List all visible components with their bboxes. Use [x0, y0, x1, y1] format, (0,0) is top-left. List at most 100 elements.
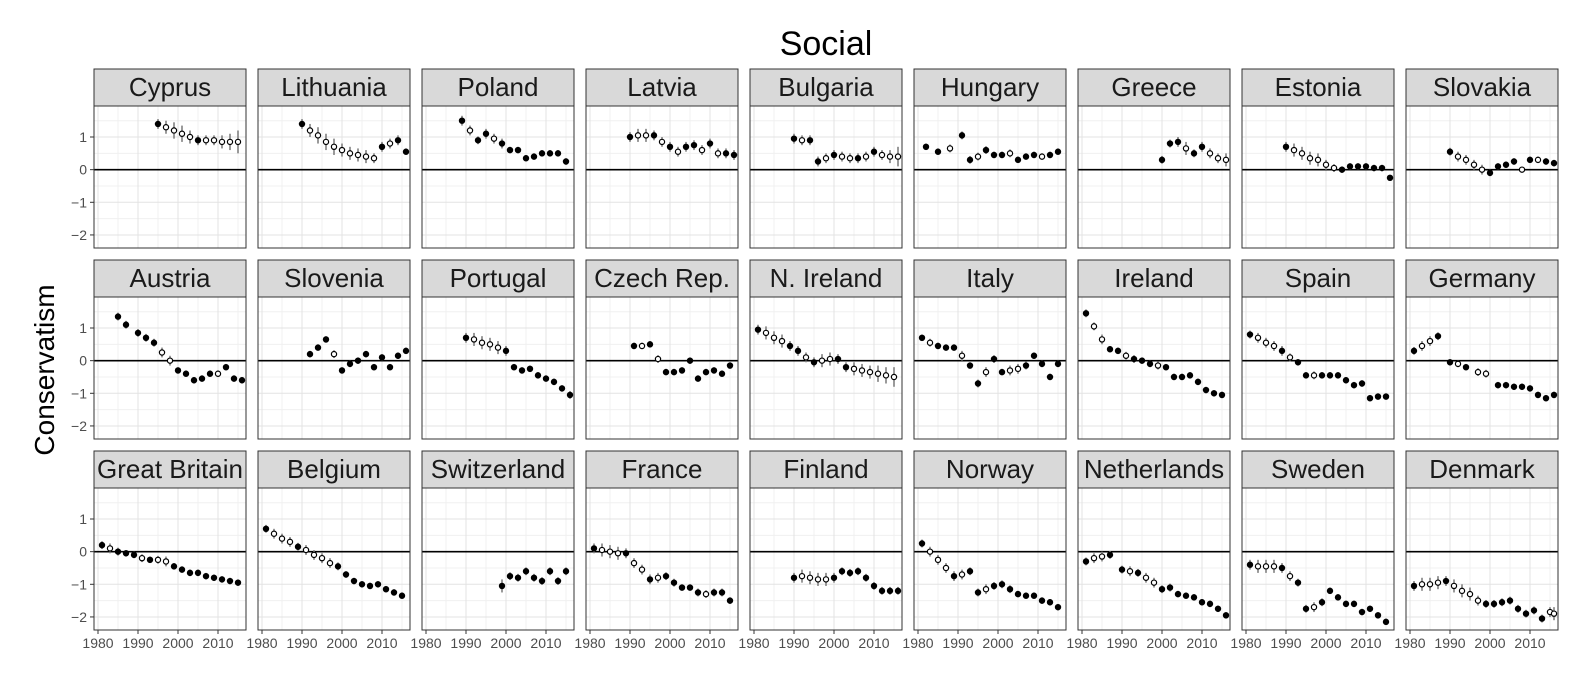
data-point [1246, 331, 1254, 338]
data-point [670, 368, 678, 376]
data-point [478, 339, 486, 346]
facet-strip [749, 450, 903, 489]
data-point [982, 585, 990, 593]
data-point [822, 576, 830, 583]
data-point [958, 571, 966, 578]
data-point [710, 589, 718, 596]
data-point [998, 581, 1006, 588]
facet-strip-label: Portugal [450, 263, 547, 293]
data-point [1278, 347, 1286, 355]
data-point [362, 350, 370, 358]
data-point [134, 329, 142, 337]
data-point [650, 132, 658, 139]
data-point [1294, 579, 1302, 586]
data-point [870, 582, 878, 590]
facet-panel: Austria 1 0 −1 −2 [71, 259, 247, 440]
panel-border [1241, 487, 1395, 631]
data-point [810, 359, 818, 366]
x-tick-label: 1990 [1434, 635, 1465, 651]
data-point [1134, 569, 1142, 577]
x-tick-label: 1980 [574, 635, 605, 651]
data-point [1014, 590, 1022, 598]
data-point [770, 334, 778, 342]
data-point [146, 556, 154, 564]
data-point [1462, 156, 1470, 164]
data-point [622, 550, 630, 557]
data-point [286, 538, 294, 546]
facet-panel: Sweden 1980 1990 2000 2010 [1230, 450, 1395, 651]
data-point [834, 355, 842, 363]
facet-panel: Estonia [1241, 68, 1395, 249]
facet-strip [93, 259, 247, 298]
y-tick-label: 1 [79, 511, 87, 527]
data-point [226, 138, 234, 146]
data-point [546, 150, 554, 157]
data-point [1542, 394, 1550, 402]
data-point [1310, 372, 1318, 379]
data-point [1150, 579, 1158, 586]
data-point [542, 375, 550, 382]
data-point [1322, 161, 1330, 168]
data-point [218, 138, 226, 146]
data-point [942, 564, 950, 572]
data-point [714, 150, 722, 157]
data-point [1526, 156, 1534, 164]
chart-title: Social [780, 25, 873, 63]
x-tick-label: 2000 [490, 635, 521, 651]
data-point [830, 574, 838, 581]
panel-background [1078, 297, 1230, 439]
panel-background [422, 488, 574, 630]
data-point [982, 146, 990, 154]
data-point [1458, 587, 1466, 595]
data-point [1534, 391, 1542, 399]
data-point [1166, 140, 1174, 147]
data-point [990, 355, 998, 363]
facet-strip [913, 450, 1067, 489]
facet-strip-label: France [622, 454, 703, 484]
data-point [350, 577, 358, 585]
data-point [230, 375, 238, 382]
data-point [1262, 563, 1270, 570]
x-tick-label: 1980 [1066, 635, 1097, 651]
data-point [702, 368, 710, 376]
data-point [1178, 373, 1186, 381]
data-point [966, 362, 974, 369]
data-point [270, 530, 278, 537]
data-point [1434, 332, 1442, 340]
data-point [174, 367, 182, 374]
data-point [562, 158, 570, 165]
data-point [506, 146, 514, 154]
facet-strip [93, 68, 247, 107]
data-point [206, 370, 214, 377]
data-point [1194, 378, 1202, 386]
panel-border [913, 487, 1067, 631]
facet-panel: Italy [913, 259, 1067, 440]
data-point [338, 367, 346, 374]
panel-background [1406, 106, 1558, 248]
facet-panel: Finland 1980 1990 2000 2010 [738, 450, 903, 651]
data-point [1142, 574, 1150, 581]
data-point [346, 150, 354, 157]
data-point [178, 130, 186, 137]
panel-background [750, 488, 902, 630]
facet-panel: Portugal [421, 259, 575, 440]
data-point [114, 548, 122, 555]
x-tick-label: 2010 [1186, 635, 1217, 651]
data-point [462, 334, 470, 342]
panel-border [1405, 296, 1559, 440]
data-point [1446, 148, 1454, 155]
panel-border [749, 487, 903, 631]
data-point [362, 153, 370, 160]
data-point [166, 357, 174, 364]
data-point [1246, 561, 1254, 568]
data-point [314, 132, 322, 139]
data-point [598, 546, 606, 554]
data-point [1214, 155, 1222, 162]
panel-background [1406, 488, 1558, 630]
data-point [950, 572, 958, 580]
x-tick-label: 1980 [902, 635, 933, 651]
data-point [1030, 352, 1038, 359]
data-point [370, 155, 378, 162]
data-point [554, 150, 562, 157]
facet-panel: Greece [1077, 68, 1231, 249]
